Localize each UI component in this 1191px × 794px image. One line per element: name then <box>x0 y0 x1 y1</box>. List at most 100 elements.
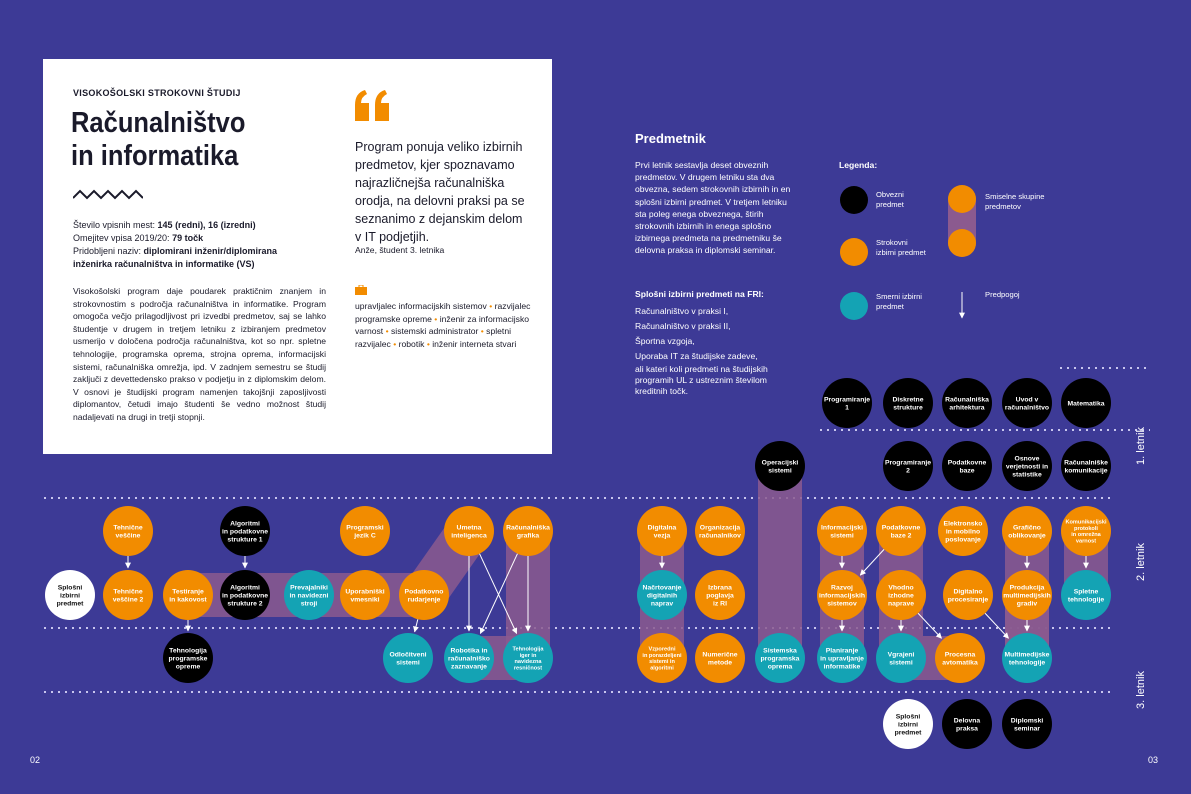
course-label: oblikovanje <box>1008 532 1046 539</box>
course-label: sistemi <box>768 467 792 474</box>
course-label: Računalniške <box>1064 459 1108 466</box>
legend-strokovni-swatch <box>840 238 868 266</box>
course-label: in omrežna <box>1071 532 1101 538</box>
course-label: Osnove <box>1015 455 1040 462</box>
course-label: Načrtovanje <box>643 584 682 591</box>
course-label: Razvoj <box>831 584 853 591</box>
course-label: predmet <box>895 729 923 736</box>
course-label: protokoli <box>1074 526 1098 532</box>
course-circle <box>876 570 926 620</box>
course-label: algoritmi <box>650 666 674 672</box>
course-label: Multimedijske <box>1005 651 1050 658</box>
course-label: izhodne <box>888 592 914 599</box>
program-description: Visokošolski program daje poudarek prakt… <box>73 286 326 422</box>
course-label: seminar <box>1014 725 1040 732</box>
legend-predpogoj-label: Predpogoj <box>985 290 1020 299</box>
program-info: Število vpisnih mest: 145 (redni), 16 (i… <box>73 220 278 269</box>
course-label: vmesniki <box>350 596 379 603</box>
course-circle <box>1002 570 1052 620</box>
study-type-label: VISOKOŠOLSKI STROKOVNI ŠTUDIJ <box>73 88 241 98</box>
course-circle <box>883 441 933 491</box>
program-card: VISOKOŠOLSKI STROKOVNI ŠTUDIJ Računalniš… <box>43 59 552 454</box>
course-label: zaznavanje <box>451 663 487 670</box>
course-label: 1 <box>845 404 849 411</box>
course-label: in navidezni <box>290 592 329 599</box>
course-circle <box>942 699 992 749</box>
course-label: resničnost <box>514 666 542 672</box>
course-label: strukture 1 <box>227 536 262 543</box>
general-electives-title: Splošni izbirni predmeti na FRI: <box>635 289 764 299</box>
course-circle <box>503 633 553 683</box>
predmetnik-text: Prvi letnik sestavlja deset obveznih pre… <box>635 160 791 256</box>
course-label: strukture 2 <box>227 600 262 607</box>
course-circle <box>695 633 745 683</box>
course-label: Digitalna <box>648 524 677 531</box>
course-circle <box>340 570 390 620</box>
course-label: Algoritmi <box>230 520 260 527</box>
course-label: programske <box>169 655 208 662</box>
course-circle <box>938 506 988 556</box>
course-label: naprav <box>651 600 674 607</box>
course-label: oprema <box>768 663 793 670</box>
course-label: tehnologije <box>1009 659 1045 666</box>
course-circle <box>1061 441 1111 491</box>
course-circle <box>1002 633 1052 683</box>
course-label: Matematika <box>1067 400 1104 407</box>
course-circle <box>943 570 993 620</box>
course-label: stroji <box>301 600 318 607</box>
course-circle <box>1002 699 1052 749</box>
course-circle <box>755 633 805 683</box>
course-label: Organizacija <box>700 524 741 531</box>
course-circle <box>444 506 494 556</box>
predmetnik-title: Predmetnik <box>635 131 706 146</box>
course-label: Elektronsko <box>944 520 983 527</box>
course-circle <box>876 506 926 556</box>
page-number-right: 03 <box>1148 755 1159 765</box>
course-label: predmet <box>57 600 85 607</box>
legend-skupine-label: Smiselne skupine predmetov <box>985 192 1045 211</box>
course-label: sistemi <box>830 532 854 539</box>
course-label: in kakovost <box>169 596 207 603</box>
course-label: in podatkovne <box>222 592 268 599</box>
course-label: procesiranje <box>948 596 989 603</box>
course-circle <box>1002 506 1052 556</box>
course-label: in podatkovne <box>222 528 268 535</box>
course-label: Vzporedni <box>648 646 675 652</box>
course-label: Programiranje <box>885 459 931 466</box>
course-label: iz RI <box>713 600 727 607</box>
course-label: Delovna <box>954 717 981 724</box>
course-circle <box>220 506 270 556</box>
course-circle <box>1061 570 1111 620</box>
course-label: Robotika in <box>450 647 487 654</box>
course-circle <box>755 441 805 491</box>
course-circle <box>935 633 985 683</box>
course-label: gradiv <box>1017 600 1038 607</box>
course-label: komunikacije <box>1064 467 1107 474</box>
course-label: in upravljanje <box>820 655 864 662</box>
course-circle <box>817 570 867 620</box>
course-label: izbirni <box>60 592 80 599</box>
course-label: Programski <box>346 524 384 531</box>
course-label: Grafično <box>1013 524 1041 531</box>
course-label: Programiranje <box>824 396 870 403</box>
course-label: praksa <box>956 725 978 732</box>
legend-group-swatch <box>948 185 976 213</box>
course-circle <box>163 633 213 683</box>
course-label: Testiranje <box>172 588 204 595</box>
prerequisite-arrow <box>859 549 885 576</box>
course-label: veščine <box>116 532 141 539</box>
legend-smerni-swatch <box>840 292 868 320</box>
course-label: Tehnične <box>113 588 143 595</box>
